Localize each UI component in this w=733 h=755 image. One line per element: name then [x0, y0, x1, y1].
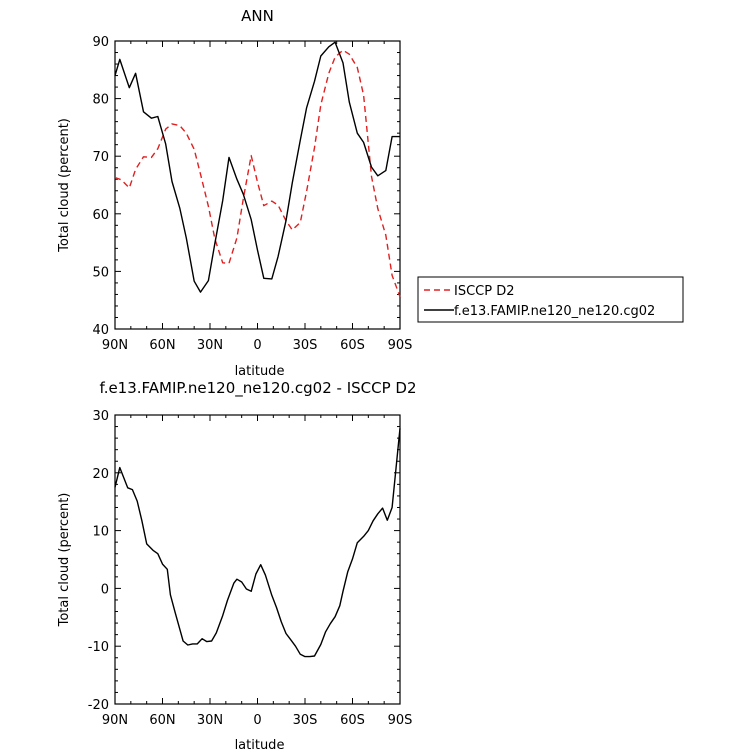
x-tick-label: 30S: [293, 713, 318, 728]
x-tick-label: 30N: [197, 338, 223, 353]
x-tick-label: 30S: [293, 338, 318, 353]
x-tick-label: 0: [253, 338, 261, 353]
y-tick-label: 70: [92, 150, 109, 165]
series-line: [114, 41, 400, 293]
y-tick-label: 40: [92, 323, 109, 338]
y-tick-label: 10: [92, 525, 109, 540]
annual-cloud-panel: ANN 40 50 60 70 80 90 90N 60N 30N 0 30S 60S 90S latitu…: [57, 7, 684, 379]
x-tick-label: 60S: [340, 338, 365, 353]
x-tick-label: 90N: [102, 338, 128, 353]
x-tick-label: 60S: [340, 713, 365, 728]
legend: ISCCP D2 f.e13.FAMIP.ne120_ne120.cg02: [417, 276, 684, 323]
y-axis-label: Total cloud (percent): [57, 493, 72, 628]
x-tick-label: 60N: [149, 713, 175, 728]
y-axis-label: Total cloud (percent): [57, 118, 72, 253]
legend-label: f.e13.FAMIP.ne120_ne120.cg02: [454, 304, 655, 319]
y-tick-label: 0: [101, 582, 109, 597]
x-tick-label: 90S: [388, 713, 413, 728]
legend-label: ISCCP D2: [454, 284, 515, 299]
x-tick-label: 0: [253, 713, 261, 728]
y-tick-label: 20: [92, 467, 109, 482]
x-tick-label: 90S: [388, 338, 413, 353]
plot-frame: [114, 40, 401, 330]
y-tick-label: 30: [92, 409, 109, 424]
x-axis-label: latitude: [235, 364, 285, 379]
legend-box: [417, 276, 684, 323]
y-tick-label: -20: [88, 698, 109, 713]
x-tick-label: 90N: [102, 713, 128, 728]
chart-title: f.e13.FAMIP.ne120_ne120.cg02 - ISCCP D2: [100, 379, 417, 398]
chart-title: ANN: [241, 7, 274, 25]
y-tick-label: 80: [92, 93, 109, 108]
y-tick-label: 90: [92, 35, 109, 50]
difference-panel: f.e13.FAMIP.ne120_ne120.cg02 - ISCCP D2 -…: [57, 379, 417, 753]
y-tick-label: 50: [92, 265, 109, 280]
series-line: [114, 428, 401, 658]
series-line: [114, 49, 401, 297]
plot-frame: [114, 414, 401, 705]
x-tick-label: 60N: [149, 338, 175, 353]
y-tick-label: 60: [92, 208, 109, 223]
x-tick-label: 30N: [197, 713, 223, 728]
x-axis-label: latitude: [235, 738, 285, 753]
y-tick-label: -10: [88, 640, 109, 655]
